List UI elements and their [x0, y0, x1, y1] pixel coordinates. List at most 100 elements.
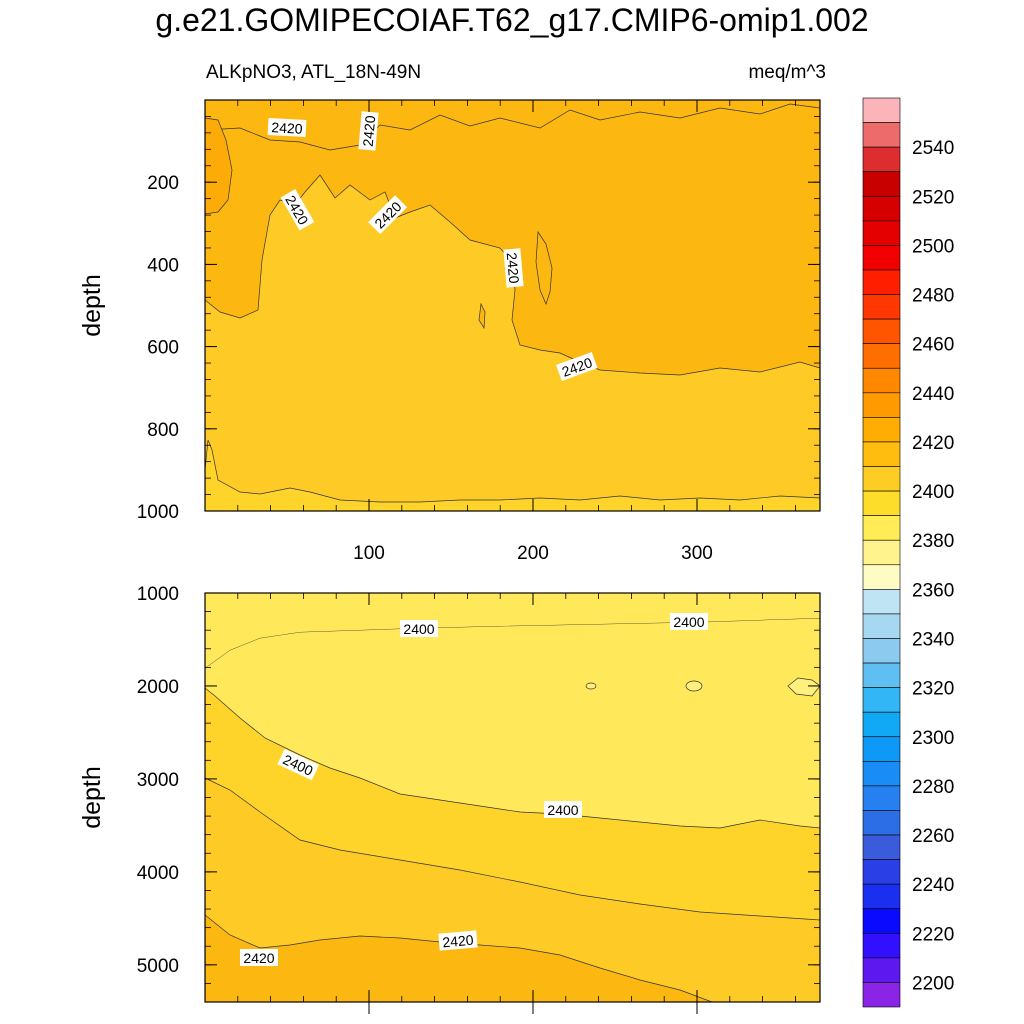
- colorbar: 2540 2520 2500 2480 2460 2440 2420 2400 2380 2360…: [862, 97, 954, 1008]
- contour-label-bg: [277, 748, 320, 781]
- colorbar-swatch: [862, 662, 901, 688]
- y-tick-label: 1000: [137, 584, 179, 605]
- contour-label: 2420: [267, 118, 307, 137]
- contour-label: 2420: [240, 949, 278, 966]
- colorbar-label: 2440: [912, 384, 954, 405]
- colorbar-label: 2400: [912, 482, 954, 503]
- upper-surface-band: [204, 103, 821, 151]
- colorbar-swatch: [862, 146, 901, 173]
- contour-label-bg: [438, 930, 478, 951]
- colorbar-swatch: [862, 711, 901, 738]
- colorbar-swatch: [862, 908, 901, 934]
- contour-label-bg: [368, 195, 408, 235]
- contour-label: 2420: [358, 111, 379, 151]
- colorbar-swatch: [862, 834, 901, 860]
- y-tick-label: 3000: [137, 770, 179, 791]
- contour-label-text: 2420: [243, 950, 274, 966]
- contour-label-text: 2420: [360, 115, 379, 148]
- contour-label-bg: [240, 949, 278, 966]
- colorbar-label: 2480: [912, 286, 954, 307]
- colorbar-swatch: [862, 343, 901, 369]
- colorbar-label: 2500: [912, 236, 954, 257]
- colorbar-swatch: [862, 687, 901, 713]
- colorbar-swatch: [862, 932, 901, 959]
- contour-label-bg: [267, 118, 307, 137]
- contour-label-bg: [503, 248, 524, 288]
- colorbar-label: 2300: [912, 728, 954, 749]
- y-tick-label: 2000: [137, 677, 179, 698]
- colorbar-swatch: [862, 245, 901, 271]
- colorbar-swatch: [862, 318, 901, 344]
- colorbar-swatch: [862, 785, 901, 811]
- colorbar-swatch: [862, 269, 901, 295]
- y-axis-label: depth: [78, 274, 106, 337]
- colorbar-label: 2380: [912, 531, 954, 552]
- contour-label-bg: [358, 111, 379, 151]
- colorbar-swatch: [862, 761, 901, 787]
- colorbar-swatch: [862, 417, 901, 443]
- upper-orange-region: [204, 99, 821, 376]
- colorbar-label: 2420: [912, 433, 954, 454]
- contour-label-bg: [544, 801, 582, 818]
- colorbar-swatch: [862, 982, 901, 1008]
- upper-plot-frame: [204, 99, 821, 512]
- chart-title: g.e21.GOMIPECOIAF.T62_g17.CMIP6-omip1.00…: [155, 2, 869, 38]
- colorbar-swatch: [862, 441, 901, 467]
- colorbar-swatch: [862, 613, 901, 639]
- colorbar-swatch: [862, 171, 901, 197]
- colorbar-swatch: [862, 539, 901, 566]
- contour-label-bg: [556, 352, 598, 382]
- y-tick-label: 1000: [137, 502, 179, 523]
- colorbar-swatch: [862, 564, 901, 590]
- colorbar-label: 2200: [912, 973, 954, 994]
- colorbar-swatch: [862, 859, 901, 885]
- contour-label-text: 2400: [403, 621, 434, 637]
- y-tick-label: 800: [147, 420, 179, 441]
- colorbar-swatch: [862, 392, 901, 418]
- colorbar-swatch: [862, 294, 901, 320]
- colorbar-label: 2340: [912, 629, 954, 650]
- contour-label-bg: [670, 613, 708, 630]
- colorbar-label: 2360: [912, 580, 954, 601]
- lower-small-contour-2: [685, 680, 703, 692]
- x-tick-label: 200: [517, 543, 549, 564]
- colorbar-swatch: [862, 97, 901, 123]
- colorbar-label: 2540: [912, 138, 954, 159]
- colorbar-label: 2280: [912, 777, 954, 798]
- colorbar-swatch: [862, 195, 901, 222]
- units-label: meq/m^3: [748, 62, 826, 83]
- x-tick-label: 100: [353, 543, 385, 564]
- colorbar-swatch: [862, 515, 901, 541]
- colorbar-swatch: [862, 122, 901, 148]
- colorbar-swatch: [862, 883, 901, 910]
- y-tick-label: 600: [147, 338, 179, 359]
- contour-label-text: 2400: [547, 802, 578, 818]
- lower-top-band: [205, 593, 820, 668]
- colorbar-swatch: [862, 589, 901, 615]
- colorbar-label: 2520: [912, 187, 954, 208]
- upper-bottom-contour: [204, 439, 821, 512]
- contour-label-text: 2420: [504, 252, 523, 285]
- y-tick-label: 4000: [137, 863, 179, 884]
- contour-label: 2400: [544, 801, 582, 818]
- y-tick-label: 200: [147, 173, 179, 194]
- chart-subtitle: ALKpNO3, ATL_18N-49N: [206, 62, 422, 83]
- colorbar-label: 2240: [912, 875, 954, 896]
- x-tick-label: 300: [681, 543, 713, 564]
- y-tick-label: 5000: [137, 956, 179, 977]
- axes-layer: 200 400 600 800 1000 100 200 300 depth 1000 2000 30…: [78, 99, 820, 1014]
- upper-panel: [204, 99, 821, 512]
- contour-label: 2400: [400, 620, 438, 637]
- contour-label-text: 2420: [442, 932, 475, 951]
- colorbar-swatch: [862, 490, 901, 516]
- contour-label-bg: [280, 189, 315, 231]
- colorbar-label: 2320: [912, 679, 954, 700]
- lower-panel: [204, 592, 821, 1003]
- lower-small-contour-1: [585, 682, 597, 690]
- y-axis-label: depth: [78, 766, 106, 829]
- contour-label: 2420: [438, 930, 478, 951]
- contour-label-text: 2420: [271, 119, 303, 137]
- colorbar-label: 2220: [912, 924, 954, 945]
- lower-deep-orange: [204, 914, 713, 1003]
